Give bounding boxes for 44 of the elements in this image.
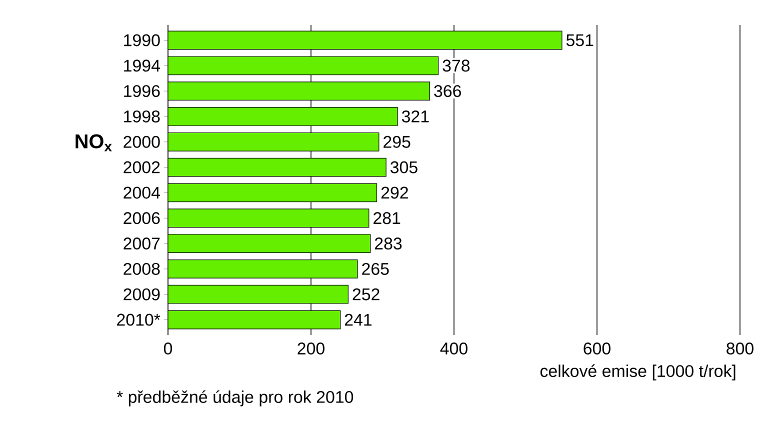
bar xyxy=(168,259,358,278)
y-tick-label: 2002 xyxy=(124,161,160,174)
x-tick-label: 0 xyxy=(164,342,172,355)
y-tick-label: 2009 xyxy=(124,288,160,300)
y-axis-title: NO$_{x}$ xyxy=(76,134,112,152)
data-label: 305 xyxy=(390,161,418,174)
bar xyxy=(168,208,370,228)
bar xyxy=(168,284,348,304)
bar xyxy=(168,82,430,101)
x-axis-title: celkové emise [1000 t/rok] xyxy=(540,364,736,380)
data-label: 252 xyxy=(352,288,380,300)
data-label: 321 xyxy=(402,110,429,122)
y-tick-label: 1996 xyxy=(124,85,160,98)
bar xyxy=(168,107,398,126)
data-label: 378 xyxy=(442,60,470,72)
y-tick-label: 2004 xyxy=(124,186,160,199)
x-tick-label: 400 xyxy=(440,342,468,355)
y-tick-label: 1998 xyxy=(124,110,160,122)
data-label: 241 xyxy=(344,314,372,326)
text: * předběžné údaje pro rok 2010 xyxy=(116,390,354,406)
y-tick-label: 1994 xyxy=(124,60,160,72)
data-label: 295 xyxy=(384,136,410,148)
data-label: 292 xyxy=(381,186,408,199)
data-label: 551 xyxy=(566,34,594,46)
bar xyxy=(168,158,386,177)
bar xyxy=(168,183,378,202)
bar xyxy=(168,234,371,253)
y-tick-label: 2007 xyxy=(124,238,160,250)
bar xyxy=(168,30,562,50)
x-tick-label: 200 xyxy=(298,342,324,355)
y-tick-label: 2006 xyxy=(124,212,160,224)
y-tick-label: 1990 xyxy=(124,34,160,46)
y-tick-label: 2010* xyxy=(117,314,160,326)
x-tick-label: 800 xyxy=(726,342,754,355)
y-tick-label: 2008 xyxy=(124,262,160,275)
data-label: 265 xyxy=(362,262,389,275)
data-label: 283 xyxy=(374,238,402,250)
bar xyxy=(168,56,439,76)
bar xyxy=(168,132,380,152)
data-label: 281 xyxy=(374,212,400,224)
x-tick-label: 600 xyxy=(584,342,610,355)
y-tick-label: 2000 xyxy=(124,136,160,148)
bar xyxy=(168,310,341,330)
data-label: 366 xyxy=(434,85,461,98)
